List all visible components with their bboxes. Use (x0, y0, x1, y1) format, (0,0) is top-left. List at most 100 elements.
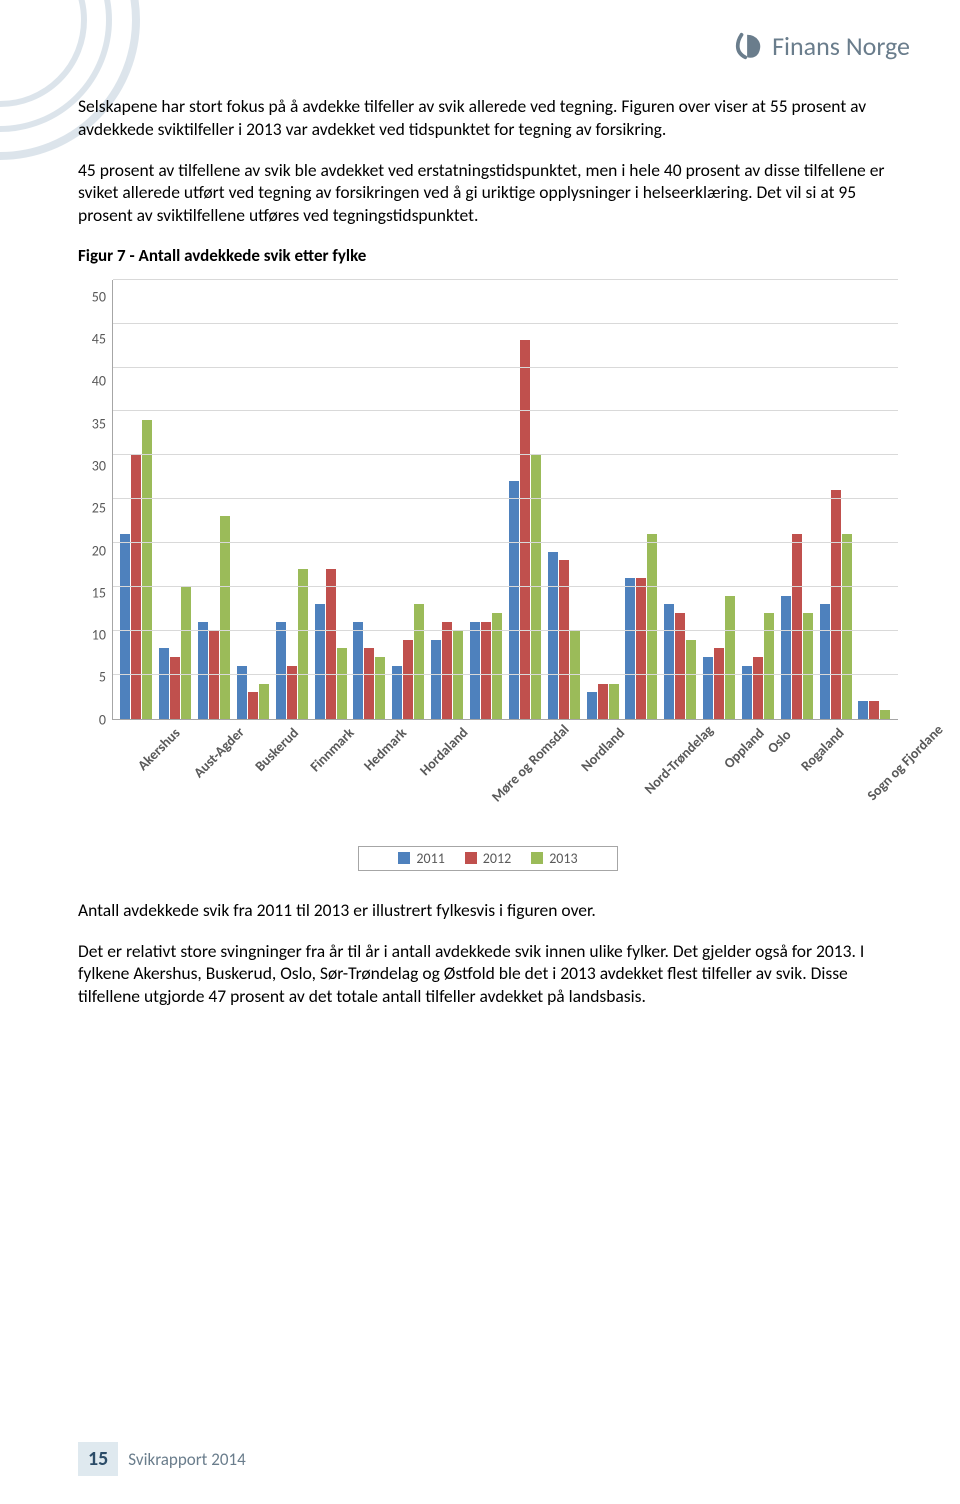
y-tick-label: 50 (78, 288, 106, 305)
bar (364, 648, 374, 718)
grid-line (113, 674, 898, 675)
bar (842, 534, 852, 719)
legend-swatch (531, 852, 543, 864)
bar (276, 622, 286, 719)
category-group (505, 340, 544, 718)
bar (686, 640, 696, 719)
category-group (622, 534, 661, 719)
category-group (311, 569, 350, 719)
bar (248, 692, 258, 718)
grid-line (113, 410, 898, 411)
bar (414, 604, 424, 718)
legend-label: 2011 (416, 850, 444, 867)
intro-paragraph-1: Selskapene har stort fokus på å avdekke … (78, 95, 900, 141)
y-tick-label: 45 (78, 331, 106, 348)
bar (509, 481, 519, 719)
bar (403, 640, 413, 719)
legend-swatch (398, 852, 410, 864)
bar (548, 552, 558, 719)
category-group (777, 534, 816, 719)
bar (198, 622, 208, 719)
legend-label: 2012 (483, 850, 511, 867)
y-tick-label: 35 (78, 415, 106, 432)
bar (337, 648, 347, 718)
page-footer: 15 Svikrapport 2014 (78, 1442, 246, 1476)
y-axis: 05101520253035404550 (78, 280, 112, 720)
bar (869, 701, 879, 719)
y-tick-label: 25 (78, 500, 106, 517)
plot-area (112, 280, 898, 720)
logo-icon (734, 31, 764, 61)
page-number: 15 (78, 1442, 118, 1476)
outro-paragraph-2: Det er relativt store svingninger fra år… (78, 940, 900, 1008)
bar (636, 578, 646, 719)
doc-title: Svikrapport 2014 (128, 1449, 245, 1470)
y-tick-label: 20 (78, 542, 106, 559)
y-tick-label: 5 (78, 669, 106, 686)
figure-title: Figur 7 - Antall avdekkede svik etter fy… (78, 245, 900, 266)
category-group (195, 516, 234, 718)
bar (220, 516, 230, 718)
category-group (350, 622, 389, 719)
bar (559, 560, 569, 718)
bar (442, 622, 452, 719)
intro-paragraph-2: 45 prosent av tilfellene av svik ble avd… (78, 159, 900, 227)
y-tick-label: 40 (78, 373, 106, 390)
grid-line (113, 323, 898, 324)
bar (315, 604, 325, 718)
grid-line (113, 498, 898, 499)
grid-line (113, 279, 898, 280)
x-axis-labels: AkershusAust-AgderBuskerudFinnmarkHedmar… (112, 724, 898, 844)
category-group (583, 684, 622, 719)
legend-item: 2011 (398, 850, 444, 867)
bar (298, 569, 308, 719)
y-tick-label: 30 (78, 457, 106, 474)
bar (375, 657, 385, 719)
category-group (544, 552, 583, 719)
grid-line (113, 630, 898, 631)
bar (120, 534, 130, 719)
category-group (661, 604, 700, 718)
page-content: Selskapene har stort fokus på å avdekke … (78, 95, 900, 1026)
bar (170, 657, 180, 719)
legend-swatch (465, 852, 477, 864)
category-group (816, 490, 855, 719)
category-group (272, 569, 311, 719)
grid-line (113, 586, 898, 587)
y-tick-label: 0 (78, 711, 106, 728)
brand-name: Finans Norge (772, 30, 910, 62)
bar (431, 640, 441, 719)
bar (609, 684, 619, 719)
bar (259, 684, 269, 719)
bar (703, 657, 713, 719)
bar (792, 534, 802, 719)
grid-line (113, 454, 898, 455)
brand-logo: Finans Norge (734, 30, 910, 62)
bar (520, 340, 530, 718)
bar (664, 604, 674, 718)
outro-paragraph-1: Antall avdekkede svik fra 2011 til 2013 … (78, 899, 900, 922)
bar (647, 534, 657, 719)
bar (781, 596, 791, 719)
category-group (156, 587, 195, 719)
bar (725, 596, 735, 719)
category-group (428, 622, 467, 719)
bar (858, 701, 868, 719)
bar (159, 648, 169, 718)
grid-line (113, 367, 898, 368)
bar (753, 657, 763, 719)
chart-county-svik: 05101520253035404550 AkershusAust-AgderB… (78, 280, 898, 871)
bar (481, 622, 491, 719)
bar (880, 710, 890, 719)
bars-layer (113, 340, 898, 718)
bar (831, 490, 841, 719)
bar (587, 692, 597, 718)
bar (326, 569, 336, 719)
bar (598, 684, 608, 719)
bar (353, 622, 363, 719)
bar (470, 622, 480, 719)
category-group (389, 604, 428, 718)
bar (181, 587, 191, 719)
x-tick-label: Sogn og Fjordane (860, 717, 960, 873)
legend-item: 2012 (465, 850, 511, 867)
